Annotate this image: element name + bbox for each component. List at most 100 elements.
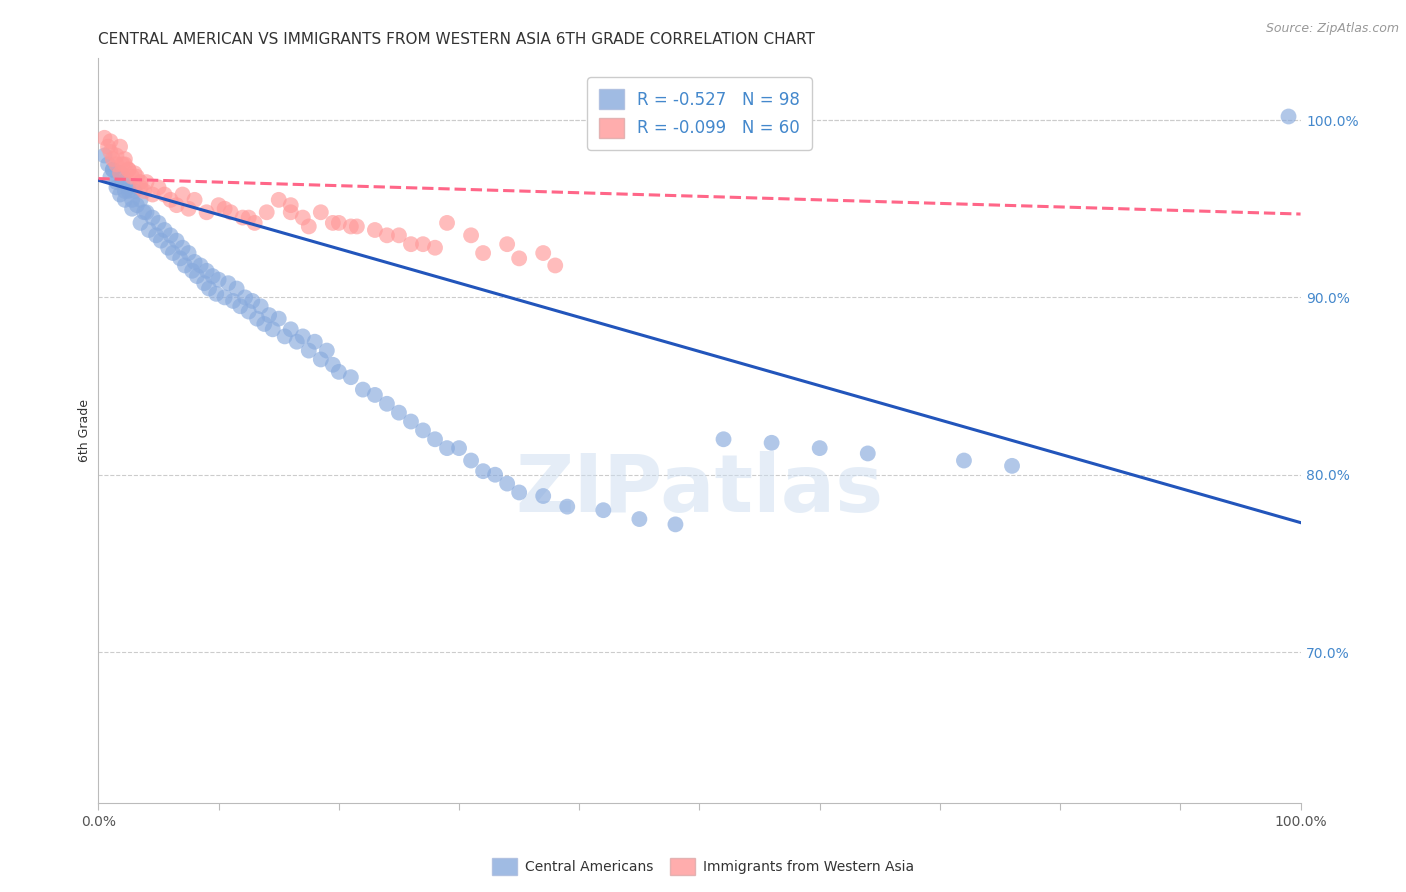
Point xyxy=(100,169,122,184)
Point xyxy=(628,512,651,526)
Text: CENTRAL AMERICAN VS IMMIGRANTS FROM WESTERN ASIA 6TH GRADE CORRELATION CHART: CENTRAL AMERICAN VS IMMIGRANTS FROM WEST… xyxy=(98,32,815,47)
Point xyxy=(93,130,115,145)
Point xyxy=(132,184,155,198)
Point xyxy=(257,308,280,322)
Point xyxy=(148,216,170,230)
Point xyxy=(298,343,321,358)
Point xyxy=(201,269,224,284)
Point xyxy=(267,193,290,207)
Point xyxy=(399,415,422,429)
Point xyxy=(114,157,136,171)
Point xyxy=(225,281,247,295)
Point xyxy=(108,187,131,202)
Point xyxy=(153,187,176,202)
Point xyxy=(129,180,152,194)
Point xyxy=(229,299,252,313)
Point xyxy=(508,485,530,500)
Point xyxy=(808,441,831,455)
Point xyxy=(267,311,290,326)
Point xyxy=(953,453,976,467)
Point xyxy=(159,193,181,207)
Point xyxy=(460,453,482,467)
Point xyxy=(181,264,204,278)
Point xyxy=(484,467,506,482)
Point xyxy=(135,175,157,189)
Point xyxy=(249,299,271,313)
Point xyxy=(436,441,458,455)
Point xyxy=(555,500,578,514)
Point xyxy=(105,175,128,189)
Point xyxy=(472,464,495,478)
Point xyxy=(340,219,363,234)
Point xyxy=(100,145,122,159)
Legend: Central Americans, Immigrants from Western Asia: Central Americans, Immigrants from Weste… xyxy=(486,853,920,880)
Point xyxy=(186,269,208,284)
Point xyxy=(121,169,143,184)
Point xyxy=(105,148,128,162)
Point xyxy=(141,187,163,202)
Point xyxy=(166,234,188,248)
Point xyxy=(111,175,134,189)
Point xyxy=(129,193,152,207)
Point xyxy=(364,223,387,237)
Y-axis label: 6th Grade: 6th Grade xyxy=(79,399,91,462)
Point xyxy=(280,205,302,219)
Point xyxy=(135,205,157,219)
Point xyxy=(93,148,115,162)
Point xyxy=(198,281,221,295)
Point xyxy=(138,223,160,237)
Point xyxy=(190,259,212,273)
Text: ZIPatlas: ZIPatlas xyxy=(516,451,883,529)
Point xyxy=(132,205,155,219)
Point xyxy=(111,169,134,184)
Point xyxy=(108,139,131,153)
Point xyxy=(243,216,266,230)
Point xyxy=(291,211,314,225)
Point xyxy=(101,152,124,166)
Point xyxy=(121,202,143,216)
Point xyxy=(232,211,254,225)
Point xyxy=(193,276,215,290)
Point xyxy=(105,180,128,194)
Point xyxy=(217,276,239,290)
Point xyxy=(280,322,302,336)
Point xyxy=(496,476,519,491)
Point xyxy=(375,397,398,411)
Point xyxy=(664,517,686,532)
Point xyxy=(157,241,180,255)
Point xyxy=(328,216,350,230)
Point xyxy=(111,157,134,171)
Point xyxy=(183,193,205,207)
Point xyxy=(172,241,194,255)
Point xyxy=(238,304,260,318)
Point xyxy=(309,205,332,219)
Point xyxy=(129,175,152,189)
Point xyxy=(177,202,200,216)
Point xyxy=(177,246,200,260)
Point xyxy=(531,489,554,503)
Point xyxy=(352,383,374,397)
Point xyxy=(148,180,170,194)
Text: Source: ZipAtlas.com: Source: ZipAtlas.com xyxy=(1265,22,1399,36)
Point xyxy=(531,246,554,260)
Point xyxy=(436,216,458,230)
Point xyxy=(285,334,308,349)
Legend: R = -0.527   N = 98, R = -0.099   N = 60: R = -0.527 N = 98, R = -0.099 N = 60 xyxy=(588,78,811,150)
Point xyxy=(375,228,398,243)
Point xyxy=(291,329,314,343)
Point xyxy=(117,184,139,198)
Point xyxy=(129,216,152,230)
Point xyxy=(153,223,176,237)
Point xyxy=(508,252,530,266)
Point xyxy=(423,432,446,446)
Point xyxy=(141,211,163,225)
Point xyxy=(322,358,344,372)
Point xyxy=(162,246,184,260)
Point xyxy=(208,273,231,287)
Point xyxy=(125,198,148,212)
Point xyxy=(388,406,411,420)
Point xyxy=(208,198,231,212)
Point xyxy=(117,180,139,194)
Point xyxy=(304,334,326,349)
Point xyxy=(544,259,567,273)
